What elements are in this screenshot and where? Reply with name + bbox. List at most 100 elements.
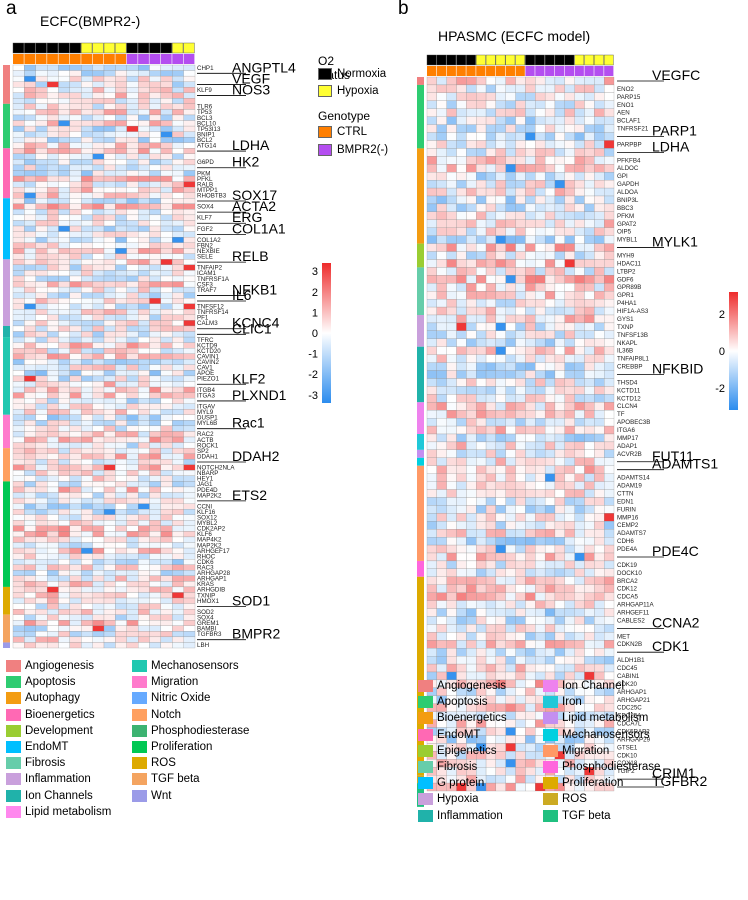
- heatmap-cell: [103, 459, 116, 465]
- genotype-cell: [594, 66, 604, 76]
- heatmap-cell: [160, 497, 173, 504]
- heatmap-cell: [172, 575, 184, 582]
- heatmap-cell: [456, 195, 467, 205]
- heatmap-cell: [35, 314, 48, 321]
- heatmap-cell: [92, 236, 105, 243]
- heatmap-cell: [47, 131, 59, 138]
- heatmap-cell: [584, 362, 595, 371]
- heatmap-cell: [456, 671, 467, 681]
- heatmap-cell: [554, 203, 565, 212]
- heatmap-cell: [172, 187, 184, 193]
- heatmap-cell: [515, 259, 526, 268]
- heatmap-cell: [81, 464, 93, 471]
- colorbar-tick-label: -2: [715, 383, 725, 395]
- heatmap-cell: [466, 410, 477, 419]
- heatmap-cell: [24, 453, 36, 460]
- heatmap-cell: [466, 425, 477, 435]
- heatmap-cell: [35, 620, 48, 626]
- heatmap-cell: [126, 259, 139, 266]
- heatmap-cell: [160, 559, 173, 565]
- heatmap-cell: [92, 220, 105, 227]
- heatmap-cell: [446, 132, 457, 141]
- heatmap-cell: [81, 581, 93, 588]
- heatmap-cell: [81, 231, 93, 238]
- heatmap-cell: [12, 281, 25, 288]
- heatmap-cell: [24, 325, 36, 332]
- heatmap-cell: [554, 148, 565, 157]
- heatmap-cell: [58, 270, 71, 277]
- heatmap-cell: [149, 364, 162, 371]
- gene-label: RHOBTB3: [197, 192, 227, 199]
- heatmap-cell: [103, 253, 116, 260]
- heatmap-cell: [574, 346, 585, 355]
- heatmap-cell: [149, 98, 162, 104]
- heatmap-cell: [47, 520, 59, 526]
- category-legend-item: G protein: [418, 777, 484, 790]
- heatmap-cell: [126, 420, 139, 427]
- heatmap-cell: [584, 632, 595, 641]
- heatmap-cell: [426, 608, 437, 617]
- heatmap-cell: [35, 203, 48, 210]
- heatmap-cell: [515, 529, 526, 538]
- heatmap-cell: [574, 529, 585, 538]
- heatmap-cell: [436, 148, 447, 157]
- heatmap-cell: [604, 782, 615, 792]
- heatmap-cell: [436, 648, 447, 657]
- heatmap-cell: [103, 436, 116, 443]
- heatmap-cell: [554, 568, 565, 577]
- heatmap-cell: [476, 537, 487, 546]
- gene-label: HDAC11: [617, 260, 642, 267]
- category-swatch: [543, 793, 558, 806]
- heatmap-cell: [476, 759, 487, 768]
- heatmap-cell: [47, 364, 59, 371]
- heatmap-cell: [554, 211, 565, 220]
- heatmap-cell: [81, 420, 93, 427]
- gene-label: ARHGDIB: [197, 587, 225, 594]
- heatmap-cell: [126, 236, 139, 243]
- heatmap-cell: [115, 275, 127, 282]
- heatmap-cell: [183, 425, 196, 432]
- heatmap-cell: [126, 392, 139, 399]
- gene-label: SP2: [197, 448, 209, 455]
- heatmap-cell: [47, 620, 59, 626]
- heatmap-cell: [594, 275, 605, 284]
- heatmap-cell: [525, 76, 536, 86]
- heatmap-cell: [574, 513, 585, 522]
- heatmap-cell: [544, 648, 556, 657]
- heatmap-cell: [476, 671, 487, 681]
- heatmap-cell: [436, 616, 447, 625]
- heatmap-cell: [24, 203, 36, 210]
- category-swatch: [132, 660, 147, 672]
- heatmap-cell: [47, 187, 59, 193]
- heatmap-cell: [81, 264, 93, 271]
- heatmap-cell: [535, 291, 546, 300]
- heatmap-cell: [138, 286, 150, 293]
- heatmap-cell: [92, 459, 105, 465]
- heatmap-cell: [554, 410, 565, 419]
- heatmap-cell: [495, 267, 506, 276]
- heatmap-cell: [525, 695, 536, 704]
- heatmap-cell: [138, 342, 150, 349]
- heatmap-cell: [476, 116, 487, 125]
- heatmap-cell: [115, 342, 127, 349]
- heatmap-cell: [92, 614, 105, 621]
- heatmap-cell: [58, 642, 71, 649]
- heatmap-cell: [574, 576, 585, 585]
- heatmap-cell: [115, 564, 127, 571]
- heatmap-cell: [574, 394, 585, 403]
- heatmap-cell: [446, 465, 457, 474]
- heatmap-cell: [495, 259, 506, 268]
- heatmap-cell: [544, 346, 556, 355]
- heatmap-cell: [426, 124, 437, 133]
- heatmap-cell: [495, 767, 506, 776]
- heatmap-cell: [12, 192, 25, 199]
- heatmap-cell: [58, 375, 71, 382]
- heatmap-cell: [47, 236, 59, 243]
- heatmap-cell: [515, 465, 526, 474]
- callout-gene-label: VEGF: [232, 70, 270, 86]
- heatmap-cell: [604, 386, 615, 395]
- heatmap-cell: [81, 214, 93, 221]
- heatmap-cell: [544, 84, 556, 93]
- heatmap-cell: [24, 431, 36, 438]
- heatmap-cell: [485, 314, 497, 324]
